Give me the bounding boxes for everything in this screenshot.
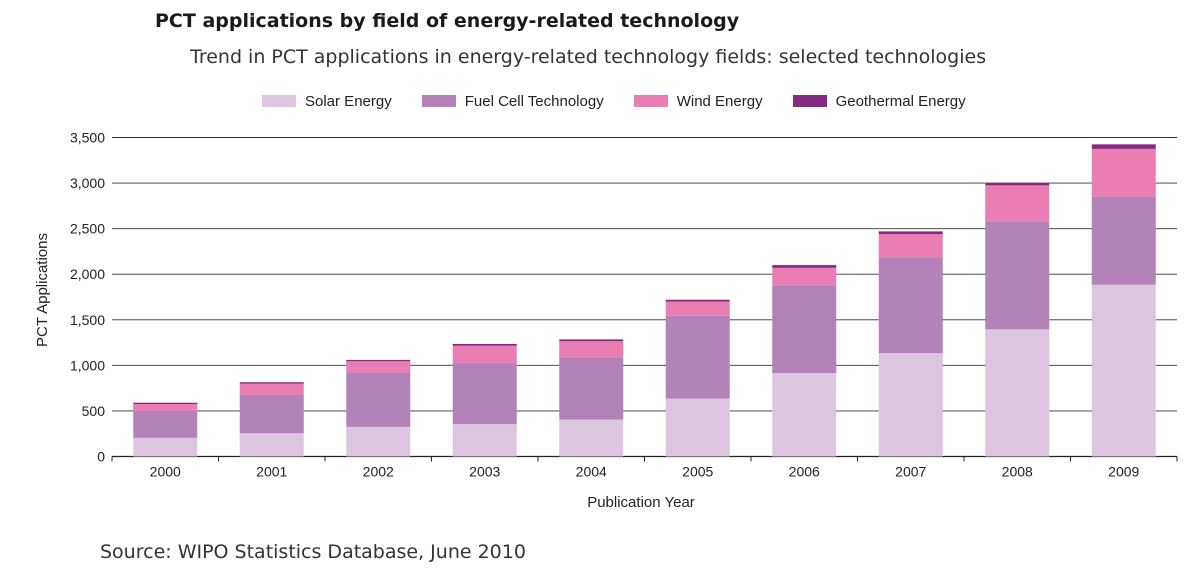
bar-segment-wind-energy-2001	[239, 383, 304, 395]
bar-segment-geothermal-energy-2000	[133, 402, 198, 405]
bar-segment-wind-energy-2009	[1091, 148, 1156, 197]
bar-segment-geothermal-energy-2003	[452, 343, 517, 346]
bar-segment-solar-energy-2006	[772, 373, 837, 457]
legend-label-wind: Wind Energy	[676, 92, 763, 110]
bar-segment-wind-energy-2008	[985, 185, 1050, 222]
bar-segment-wind-energy-2003	[452, 345, 517, 364]
legend-item-wind: Wind Energy	[633, 92, 763, 110]
y-tick-label: 3,000	[70, 175, 105, 191]
legend-item-geothermal: Geothermal Energy	[792, 92, 966, 110]
bar-segment-wind-energy-2000	[133, 404, 198, 412]
bar-stacks	[133, 144, 1156, 457]
bar-segment-wind-energy-2007	[878, 234, 943, 258]
bar-segment-geothermal-energy-2004	[559, 339, 624, 342]
bar-segment-geothermal-energy-2001	[239, 382, 304, 384]
bar-segment-geothermal-energy-2002	[346, 359, 411, 362]
y-tick-label: 1,000	[70, 357, 105, 373]
legend-item-fuel-cell: Fuel Cell Technology	[421, 92, 604, 110]
y-axis-ticks: 0 500 1,000 1,500 2,000 2,500 3,000 3,500	[70, 130, 105, 465]
bar-segment-solar-energy-2007	[878, 353, 943, 457]
bar-segment-solar-energy-2003	[452, 424, 517, 457]
chart-title: PCT applications by field of energy-rela…	[155, 10, 740, 32]
x-tick-label: 2008	[1002, 464, 1033, 480]
source-note: Source: WIPO Statistics Database, June 2…	[100, 541, 526, 563]
legend-label-geothermal: Geothermal Energy	[835, 92, 966, 110]
chart-legend: Solar Energy Fuel Cell Technology Wind E…	[262, 90, 996, 112]
legend-swatch-geothermal	[792, 95, 827, 107]
bar-segment-fuel-cell-technology-2002	[346, 372, 411, 427]
x-tick-label: 2000	[150, 464, 181, 480]
x-tick-label: 2007	[895, 464, 926, 480]
bar-segment-wind-energy-2002	[346, 361, 411, 373]
x-tick-label: 2005	[682, 464, 713, 480]
y-tick-label: 2,000	[70, 266, 105, 282]
bar-segment-geothermal-energy-2005	[665, 299, 730, 302]
x-tick-label: 2002	[363, 464, 394, 480]
bar-segment-fuel-cell-technology-2009	[1091, 196, 1156, 285]
bar-segment-solar-energy-2008	[985, 329, 1050, 457]
legend-swatch-fuel-cell	[421, 95, 456, 107]
bar-segment-fuel-cell-technology-2007	[878, 257, 943, 354]
bar-segment-fuel-cell-technology-2005	[665, 315, 730, 399]
bar-segment-geothermal-energy-2006	[772, 265, 837, 268]
y-axis-label: PCT Applications	[34, 233, 51, 347]
bar-segment-geothermal-energy-2008	[985, 183, 1050, 186]
bar-segment-fuel-cell-technology-2003	[452, 363, 517, 425]
legend-item-solar: Solar Energy	[262, 93, 392, 110]
x-axis-label: Publication Year	[587, 494, 695, 511]
bar-segment-solar-energy-2000	[133, 437, 198, 457]
legend-swatch-wind	[633, 95, 668, 107]
x-axis-ticks: 2000 2001 2002 2003 2004 2005 2006 2007 2008 2009	[111, 456, 1178, 480]
bar-segment-solar-energy-2009	[1091, 284, 1156, 457]
bar-segment-solar-energy-2002	[346, 426, 411, 457]
x-tick-label: 2004	[576, 464, 607, 480]
legend-swatch-solar	[262, 95, 296, 107]
bar-segment-fuel-cell-technology-2001	[239, 394, 304, 434]
y-tick-label: 2,500	[70, 221, 105, 237]
bar-segment-fuel-cell-technology-2006	[772, 285, 837, 374]
bar-segment-fuel-cell-technology-2004	[559, 357, 624, 420]
bar-segment-wind-energy-2004	[559, 341, 624, 358]
x-tick-label: 2006	[789, 464, 820, 480]
x-tick-label: 2009	[1108, 464, 1139, 480]
bar-segment-geothermal-energy-2007	[878, 231, 943, 235]
bar-segment-wind-energy-2006	[772, 267, 837, 286]
bar-segment-fuel-cell-technology-2000	[133, 411, 198, 438]
x-tick-label: 2003	[469, 464, 500, 480]
bar-segment-solar-energy-2004	[559, 419, 624, 457]
bar-segment-wind-energy-2005	[665, 301, 730, 316]
legend-label-fuel-cell: Fuel Cell Technology	[464, 92, 604, 110]
legend-label-solar: Solar Energy	[305, 92, 392, 110]
chart-subtitle: Trend in PCT applications in energy-rela…	[190, 46, 987, 68]
y-tick-label: 0	[97, 449, 105, 465]
bar-segment-solar-energy-2005	[665, 398, 730, 457]
bar-segment-fuel-cell-technology-2008	[985, 221, 1050, 330]
y-tick-label: 1,500	[70, 312, 105, 328]
bar-segment-geothermal-energy-2009	[1091, 144, 1156, 149]
bar-segment-solar-energy-2001	[239, 433, 304, 457]
y-tick-label: 500	[82, 403, 106, 419]
x-tick-label: 2001	[256, 464, 287, 480]
y-tick-label: 3,500	[70, 130, 105, 146]
